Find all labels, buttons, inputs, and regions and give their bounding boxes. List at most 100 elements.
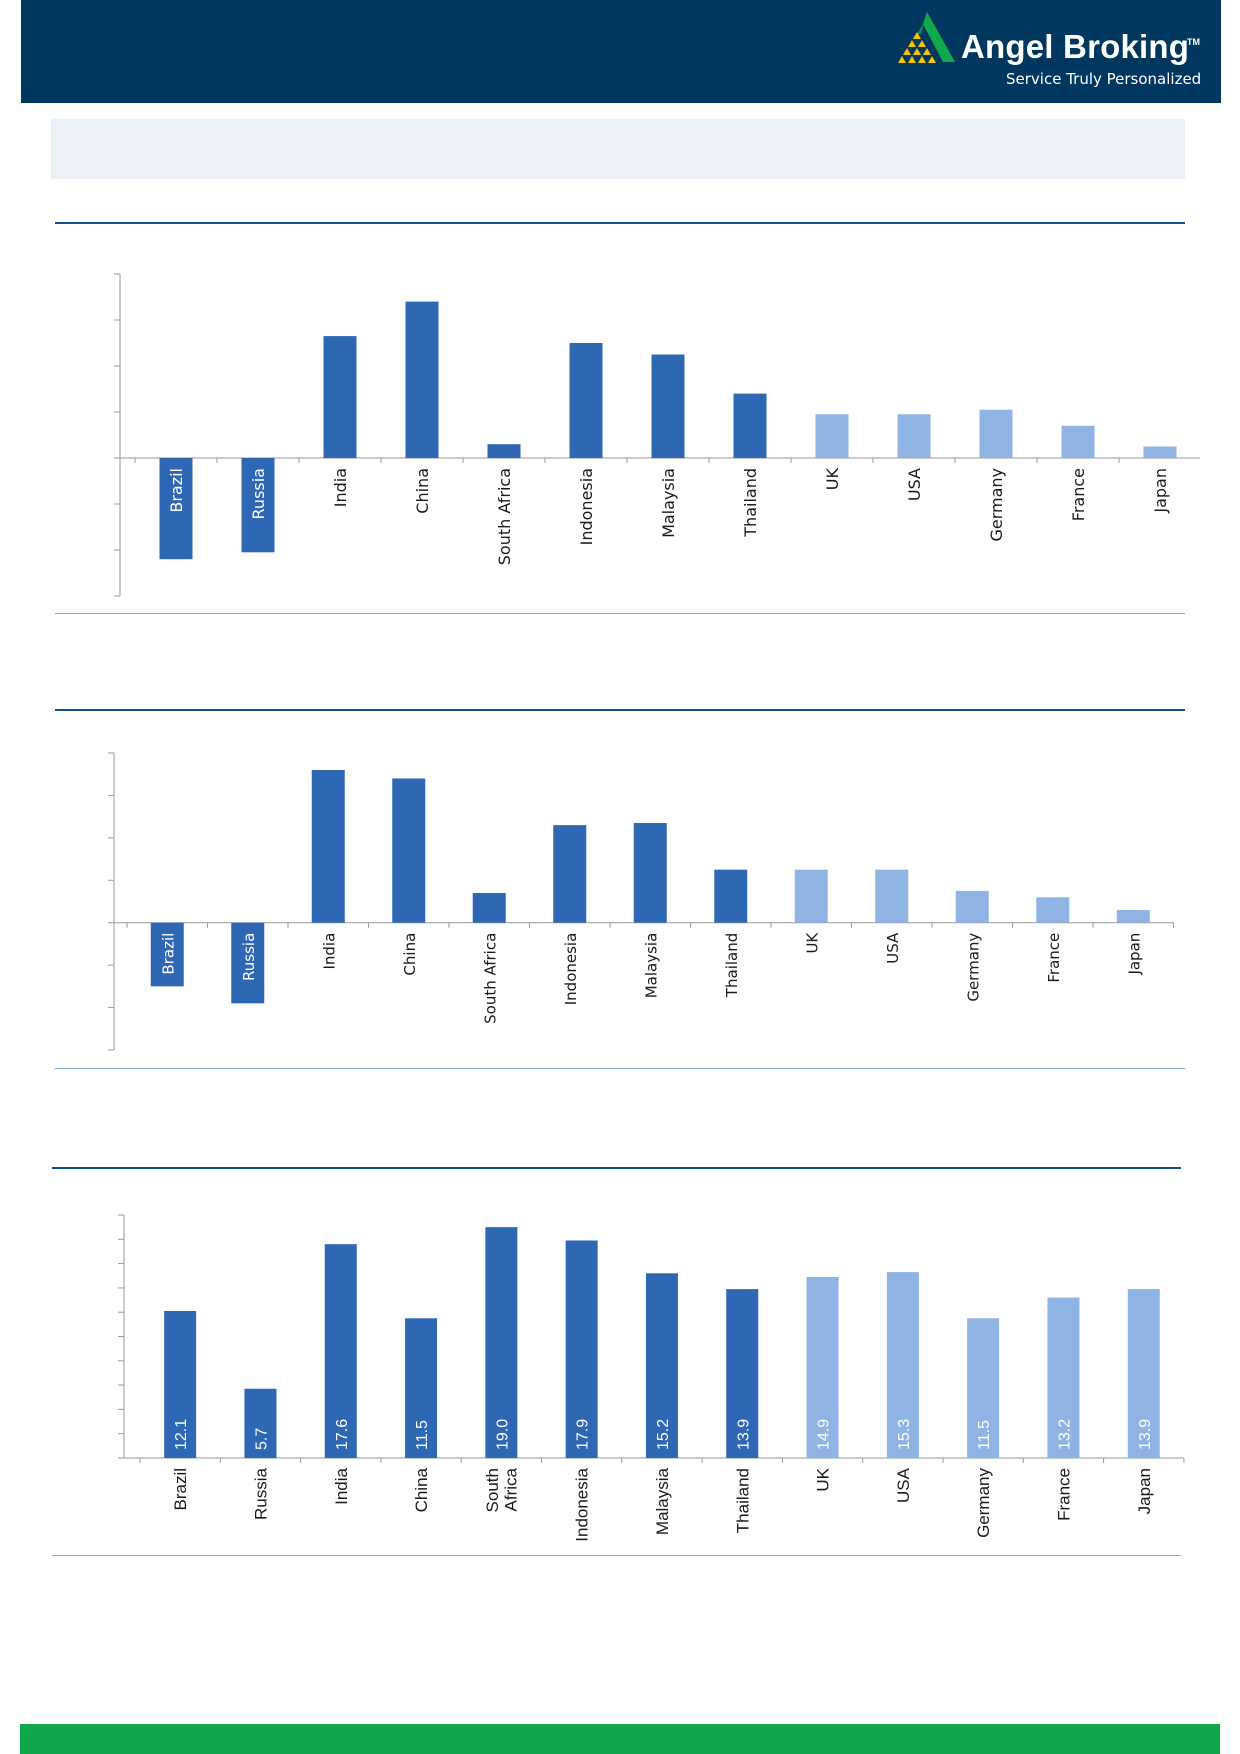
x-tick-label: Malaysia	[642, 933, 660, 999]
x-tick-label: Japan	[1125, 933, 1143, 976]
bar-russia	[244, 1388, 277, 1458]
x-tick-label: Thailand	[741, 468, 760, 538]
bar-germany	[955, 890, 989, 923]
x-tick-label: Malaysia	[659, 468, 678, 538]
bar-usa	[897, 414, 931, 458]
bar-malaysia	[645, 1273, 678, 1458]
x-tick-label: South Africa	[481, 933, 499, 1024]
bar-brazil	[164, 1310, 197, 1458]
data-label: 14.9	[816, 1419, 833, 1450]
x-tick-label: Japan	[1135, 1468, 1154, 1514]
x-tick-label: Thailand	[733, 1468, 752, 1533]
bar-germany	[979, 409, 1013, 458]
chart-1-bottom-rule	[55, 613, 1185, 614]
report-header: Angel Broking TM Service Truly Personali…	[21, 0, 1221, 103]
chart-3-bottom-rule	[52, 1555, 1181, 1556]
pyramid-logo-icon	[898, 12, 955, 63]
bar-russia	[241, 458, 275, 553]
chart-3: Brazil 12.1 Russia 5.7 India 17.6 China 11.5 Sou…	[118, 1214, 1185, 1542]
x-tick-label: Russia	[240, 933, 258, 981]
x-tick-label: Russia	[249, 468, 268, 519]
x-tick-label: Indonesia	[562, 933, 580, 1006]
x-tick-label: USA	[905, 468, 924, 501]
brand-name: Angel Broking	[961, 28, 1190, 65]
bar-malaysia	[633, 823, 667, 923]
chart-1: Brazil Russia India China South Africa Indone…	[114, 273, 1200, 597]
bar-china	[392, 778, 426, 923]
bar-indonesia	[569, 343, 603, 458]
data-label: 13.9	[735, 1419, 752, 1450]
x-tick-label: USA	[894, 1467, 913, 1503]
x-tick-label: India	[331, 468, 350, 507]
bar-india	[311, 769, 345, 923]
x-tick-label: Brazil	[159, 933, 177, 975]
x-tick-label: USA	[884, 932, 902, 964]
bar-japan	[1143, 446, 1177, 458]
data-label: 15.2	[655, 1419, 672, 1450]
bar-france	[1047, 1297, 1080, 1458]
data-label: 5.7	[253, 1428, 270, 1450]
bar-uk	[806, 1276, 839, 1458]
x-tick-label: UK	[814, 1467, 833, 1491]
x-tick-label: Thailand	[723, 933, 741, 998]
footer-bar	[20, 1724, 1220, 1754]
chart-1-top-rule	[55, 222, 1185, 224]
x-tick-label: Germany	[964, 933, 982, 1002]
bar-thailand	[726, 1289, 759, 1458]
bar-france	[1036, 897, 1070, 923]
bar-south-africa	[472, 893, 506, 923]
chart-2: Brazil Russia India China South Africa Indone…	[108, 752, 1174, 1051]
bar-china	[405, 301, 439, 458]
data-label: 17.9	[575, 1419, 592, 1450]
x-tick-label: Malaysia	[653, 1467, 672, 1535]
x-tick-label: France	[1069, 468, 1088, 521]
bar-uk	[794, 869, 828, 923]
data-label: 13.2	[1056, 1419, 1073, 1450]
bar-thailand	[733, 393, 767, 458]
bar-south-africa	[487, 444, 521, 458]
bar-china	[405, 1318, 438, 1458]
x-tick-label: India	[320, 933, 338, 970]
chart-3-top-rule	[52, 1167, 1181, 1169]
x-tick-label: Brazil	[167, 468, 186, 513]
bar-usa	[886, 1272, 919, 1458]
x-tick-label: Indonesia	[577, 468, 596, 545]
x-tick-label: UK	[823, 467, 842, 490]
x-tick-label: Indonesia	[573, 1467, 592, 1541]
x-tick-label: China	[401, 933, 419, 976]
x-tick-label: China	[413, 468, 432, 514]
bar-brazil	[159, 458, 193, 560]
x-tick-label: Germany	[987, 468, 1006, 542]
bar-japan	[1127, 1289, 1160, 1458]
bar-india	[324, 1244, 357, 1458]
x-tick-label: South Africa	[495, 468, 514, 565]
bar-indonesia	[553, 825, 587, 923]
title-band	[51, 119, 1185, 179]
bar-france	[1061, 425, 1095, 458]
x-tick-label: Germany	[974, 1468, 993, 1538]
bar-brazil	[150, 922, 184, 987]
data-label: 17.6	[334, 1419, 351, 1450]
data-label: 11.5	[976, 1420, 993, 1450]
chart-2-bottom-rule	[55, 1068, 1185, 1069]
chart-2-top-rule	[55, 709, 1185, 711]
bar-indonesia	[565, 1240, 598, 1458]
trademark-mark: TM	[1187, 37, 1200, 47]
angel-broking-logo: Angel Broking TM Service Truly Personali…	[897, 10, 1201, 90]
bar-uk	[815, 414, 849, 458]
bar-japan	[1116, 909, 1150, 923]
bar-thailand	[714, 869, 748, 923]
x-tick-label: Russia	[251, 1467, 270, 1520]
x-tick-label: France	[1045, 933, 1063, 983]
bar-russia	[231, 922, 265, 1004]
data-label: 13.9	[1137, 1419, 1154, 1450]
bar-usa	[875, 869, 909, 923]
x-tick-label: Japan	[1151, 468, 1170, 514]
bar-south-africa	[485, 1227, 518, 1458]
x-tick-label: Brazil	[171, 1468, 190, 1511]
data-label: 11.5	[414, 1420, 431, 1450]
x-tick-label: China	[412, 1467, 431, 1512]
brand-tagline: Service Truly Personalized	[1006, 70, 1202, 88]
x-tick-label: UK	[803, 932, 821, 954]
x-tick-label: France	[1054, 1468, 1073, 1521]
